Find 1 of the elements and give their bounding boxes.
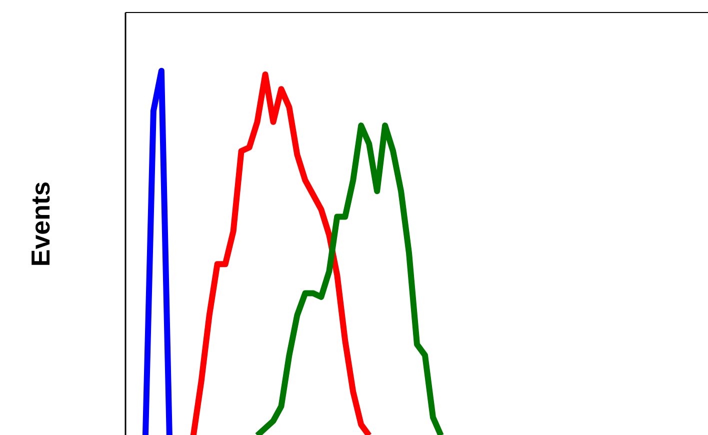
y-axis-title: Events — [26, 181, 56, 267]
